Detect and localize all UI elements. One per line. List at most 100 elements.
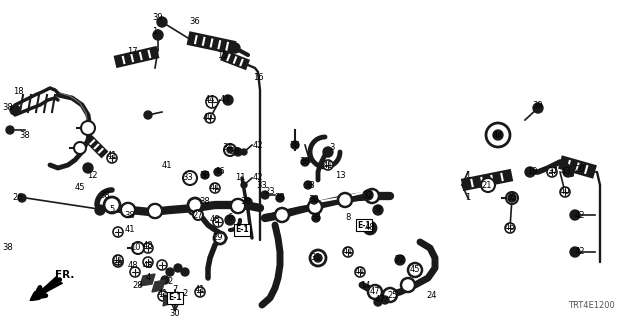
Circle shape xyxy=(183,171,197,185)
Circle shape xyxy=(241,182,247,188)
Text: 29: 29 xyxy=(212,234,223,243)
Circle shape xyxy=(310,196,318,204)
Text: 46: 46 xyxy=(214,167,225,177)
Text: TRT4E1200: TRT4E1200 xyxy=(568,301,615,310)
Circle shape xyxy=(570,247,580,257)
Text: E-1: E-1 xyxy=(235,226,249,235)
Circle shape xyxy=(188,201,202,215)
Text: 44: 44 xyxy=(205,95,215,105)
Circle shape xyxy=(148,204,162,218)
Text: 4: 4 xyxy=(145,274,150,283)
Text: 38: 38 xyxy=(200,171,211,180)
Text: 38: 38 xyxy=(125,211,136,220)
Circle shape xyxy=(310,250,326,266)
Text: 10: 10 xyxy=(130,244,140,252)
Text: 41: 41 xyxy=(107,150,117,159)
Text: 17: 17 xyxy=(127,47,138,57)
Text: 43: 43 xyxy=(561,167,572,177)
Text: 41: 41 xyxy=(162,161,172,170)
Circle shape xyxy=(74,142,86,154)
Circle shape xyxy=(525,167,535,177)
Circle shape xyxy=(234,148,242,156)
Circle shape xyxy=(314,254,322,262)
Circle shape xyxy=(308,200,322,214)
Circle shape xyxy=(481,178,495,192)
Text: 34: 34 xyxy=(223,143,234,153)
Text: 38: 38 xyxy=(3,244,13,252)
Text: 1: 1 xyxy=(465,194,470,203)
Polygon shape xyxy=(140,274,155,286)
Circle shape xyxy=(193,210,203,220)
Text: 43: 43 xyxy=(220,95,230,105)
Text: 44: 44 xyxy=(493,131,503,140)
Circle shape xyxy=(291,141,299,149)
Circle shape xyxy=(166,268,174,276)
Text: 38: 38 xyxy=(3,103,13,113)
Text: 35: 35 xyxy=(507,194,517,203)
Text: 38: 38 xyxy=(20,131,30,140)
Text: 41: 41 xyxy=(195,285,205,294)
Text: 41: 41 xyxy=(355,268,365,276)
Circle shape xyxy=(214,168,222,176)
Circle shape xyxy=(244,198,252,206)
Text: 38: 38 xyxy=(310,213,321,222)
Text: 40: 40 xyxy=(203,114,213,123)
Text: 31: 31 xyxy=(310,253,321,262)
Text: 42: 42 xyxy=(253,140,263,149)
Circle shape xyxy=(230,43,240,53)
Text: 48: 48 xyxy=(365,223,375,233)
Text: 47: 47 xyxy=(374,295,385,305)
Circle shape xyxy=(213,217,223,227)
Circle shape xyxy=(205,113,215,123)
Circle shape xyxy=(486,123,510,147)
Circle shape xyxy=(401,278,415,292)
Circle shape xyxy=(547,167,557,177)
Circle shape xyxy=(210,183,220,193)
Text: 5: 5 xyxy=(109,205,115,214)
Text: 38: 38 xyxy=(100,191,110,201)
Circle shape xyxy=(363,190,373,200)
Text: 32: 32 xyxy=(363,190,373,199)
Text: 41: 41 xyxy=(125,226,135,235)
Circle shape xyxy=(241,149,247,155)
Text: 3: 3 xyxy=(330,143,335,153)
Circle shape xyxy=(148,204,162,218)
Text: 28: 28 xyxy=(132,281,143,290)
Circle shape xyxy=(161,276,169,284)
Circle shape xyxy=(104,197,120,213)
Circle shape xyxy=(113,227,123,237)
Text: 8: 8 xyxy=(346,213,351,222)
Circle shape xyxy=(493,130,503,140)
Text: 37: 37 xyxy=(548,167,558,177)
Text: 38: 38 xyxy=(200,197,211,206)
Polygon shape xyxy=(152,280,165,292)
Text: 6: 6 xyxy=(227,213,233,222)
Circle shape xyxy=(364,222,376,234)
Circle shape xyxy=(408,263,422,277)
Text: 9: 9 xyxy=(376,205,381,214)
Text: 48: 48 xyxy=(210,215,220,225)
Circle shape xyxy=(276,194,284,202)
Text: 47: 47 xyxy=(370,287,380,297)
Text: 27: 27 xyxy=(193,211,204,220)
Text: 42: 42 xyxy=(253,173,263,182)
Circle shape xyxy=(195,287,205,297)
Text: E-1: E-1 xyxy=(168,293,182,302)
Circle shape xyxy=(214,232,226,244)
Text: 23: 23 xyxy=(265,188,275,196)
Circle shape xyxy=(365,223,375,233)
Text: 46: 46 xyxy=(505,223,515,233)
Circle shape xyxy=(223,95,233,105)
Text: 42: 42 xyxy=(575,211,585,220)
Text: 38: 38 xyxy=(290,140,300,149)
Circle shape xyxy=(383,288,397,302)
Circle shape xyxy=(338,193,352,207)
Circle shape xyxy=(312,214,320,222)
Text: 36: 36 xyxy=(189,18,200,27)
Text: 11: 11 xyxy=(235,173,245,182)
Circle shape xyxy=(323,147,333,157)
Text: 14: 14 xyxy=(360,281,371,290)
Circle shape xyxy=(188,198,202,212)
Text: 26: 26 xyxy=(13,194,23,203)
Circle shape xyxy=(374,298,382,306)
